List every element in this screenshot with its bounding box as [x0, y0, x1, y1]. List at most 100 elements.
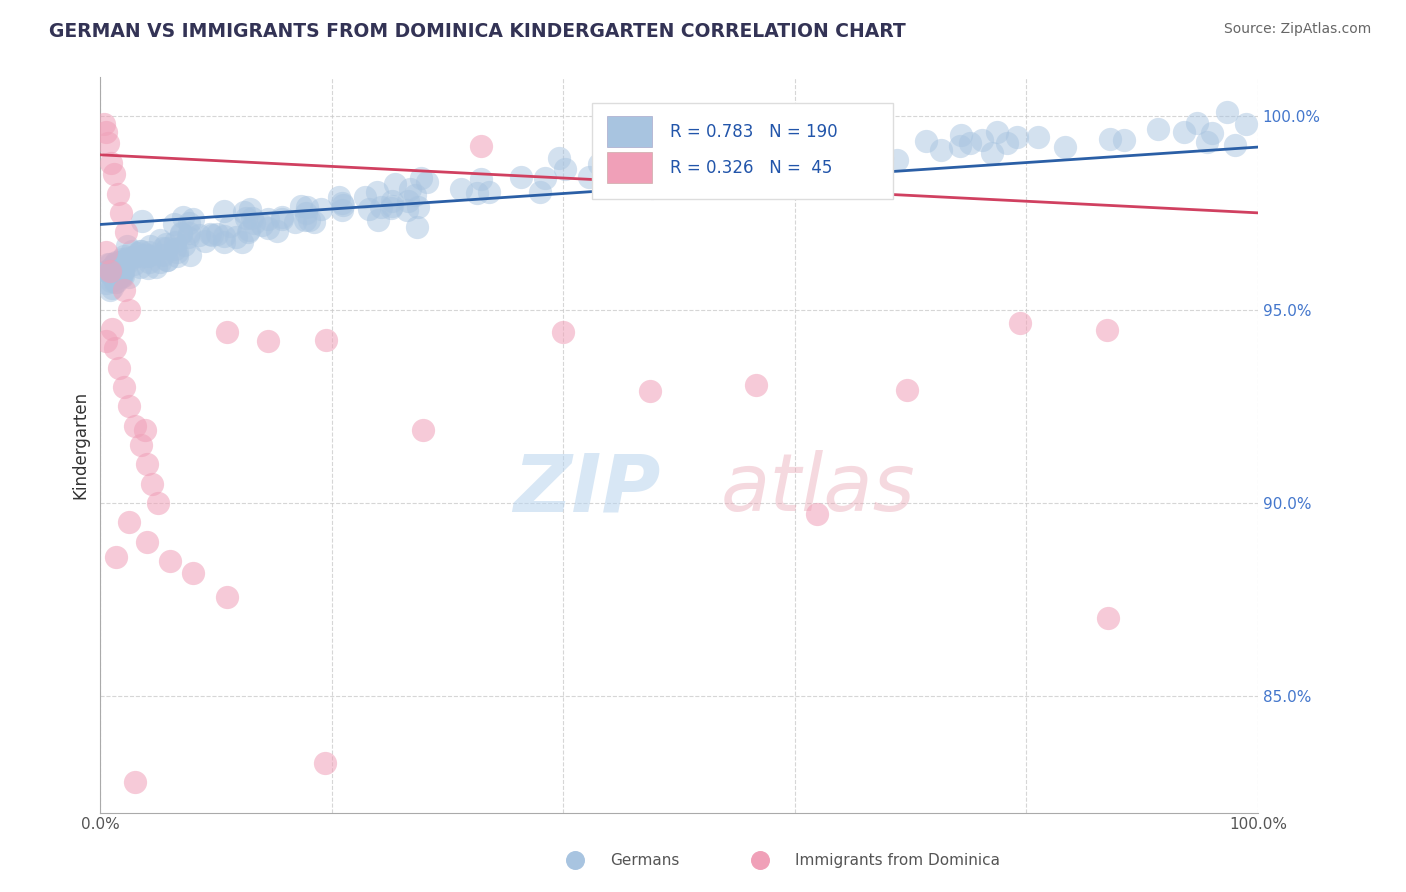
Point	[713, 166, 735, 180]
Point	[553, 326, 575, 340]
Point	[111, 252, 134, 266]
Point	[141, 476, 163, 491]
Point	[100, 262, 122, 277]
Point	[179, 248, 201, 262]
Point	[294, 212, 316, 227]
Point	[122, 250, 145, 264]
Point	[108, 269, 131, 284]
Point	[152, 241, 174, 255]
Point	[298, 213, 321, 227]
Point	[212, 228, 235, 243]
Point	[179, 226, 201, 240]
FancyBboxPatch shape	[592, 103, 893, 199]
Point	[638, 384, 661, 398]
Point	[232, 205, 254, 219]
Point	[97, 264, 120, 278]
Point	[972, 133, 994, 147]
Point	[118, 270, 141, 285]
Point	[201, 228, 224, 243]
Point	[384, 178, 406, 192]
Point	[98, 283, 121, 297]
Point	[103, 259, 125, 273]
Point	[97, 262, 120, 277]
Point	[149, 233, 172, 247]
Point	[1010, 316, 1032, 330]
Point	[104, 275, 127, 289]
Point	[645, 156, 668, 170]
Point	[467, 186, 489, 201]
Point	[93, 117, 115, 131]
Point	[138, 245, 160, 260]
Point	[257, 220, 280, 235]
Point	[409, 170, 432, 185]
Point	[981, 146, 1004, 161]
Point	[710, 162, 733, 177]
Point	[533, 170, 555, 185]
Point	[332, 202, 354, 217]
Point	[1098, 132, 1121, 146]
Point	[108, 360, 131, 375]
Point	[295, 206, 318, 220]
Point	[156, 252, 179, 267]
Point	[1223, 137, 1246, 152]
Point	[156, 253, 179, 268]
Point	[554, 161, 576, 176]
Point	[94, 334, 117, 348]
Point	[986, 125, 1008, 139]
Point	[839, 148, 862, 162]
Point	[1026, 129, 1049, 144]
Point	[851, 139, 873, 153]
Point	[155, 237, 177, 252]
Point	[127, 246, 149, 260]
Point	[745, 377, 768, 392]
Point	[330, 195, 353, 210]
Point	[959, 136, 981, 151]
Point	[207, 227, 229, 241]
Point	[405, 219, 427, 234]
Point	[416, 175, 439, 189]
Point	[1114, 133, 1136, 147]
Text: Source: ZipAtlas.com: Source: ZipAtlas.com	[1223, 22, 1371, 37]
Point	[257, 212, 280, 227]
Point	[370, 200, 392, 214]
Point	[640, 181, 662, 195]
Point	[129, 244, 152, 258]
Point	[470, 139, 492, 153]
Point	[240, 211, 263, 225]
Point	[100, 274, 122, 288]
Point	[315, 333, 337, 347]
Point	[699, 161, 721, 176]
Point	[734, 155, 756, 169]
Point	[309, 202, 332, 216]
Point	[219, 219, 242, 233]
Point	[111, 268, 134, 282]
Point	[250, 218, 273, 232]
Point	[239, 202, 262, 216]
Y-axis label: Kindergarten: Kindergarten	[72, 391, 89, 499]
Point	[243, 216, 266, 230]
Point	[548, 151, 571, 165]
Point	[163, 242, 186, 256]
Point	[214, 203, 236, 218]
Point	[749, 148, 772, 162]
Point	[314, 756, 336, 770]
Point	[915, 134, 938, 148]
Point	[107, 186, 129, 201]
Point	[114, 225, 136, 239]
Point	[111, 253, 134, 268]
Point	[101, 259, 124, 273]
Point	[98, 267, 121, 281]
Point	[103, 261, 125, 276]
Text: R = 0.783   N = 190: R = 0.783 N = 190	[669, 123, 838, 141]
Point	[866, 145, 889, 159]
Point	[135, 534, 157, 549]
Point	[304, 214, 326, 228]
Point	[231, 235, 253, 249]
Point	[1097, 610, 1119, 624]
Point	[332, 197, 354, 211]
Point	[115, 251, 138, 265]
Point	[257, 334, 280, 349]
Point	[529, 185, 551, 199]
Point	[173, 238, 195, 252]
Point	[138, 255, 160, 269]
